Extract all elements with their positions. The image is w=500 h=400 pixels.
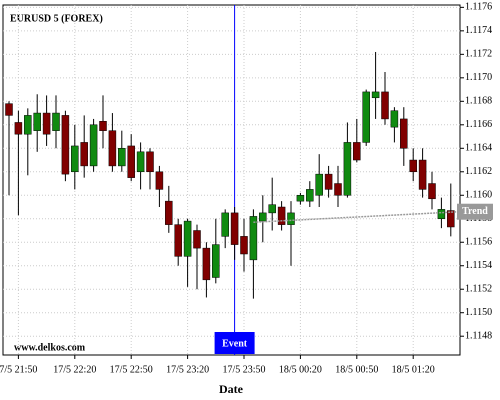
candle-body [183, 220, 192, 257]
y-tick-label: 1.1152 [465, 284, 492, 295]
candle-body [362, 91, 370, 143]
y-tick-label: 1.1160 [465, 190, 492, 201]
x-tick-label: 17/5 23:50 [222, 364, 265, 375]
candle-body [400, 118, 408, 149]
x-tick-label: 17/5 23:20 [166, 364, 209, 375]
candle-body [371, 91, 380, 99]
candle-body [127, 145, 135, 178]
candle-body [437, 209, 446, 220]
candle-body [268, 204, 276, 214]
candle-body [24, 115, 32, 135]
y-tick-label: 1.1172 [465, 49, 492, 60]
y-tick-label: 1.1166 [465, 119, 492, 130]
candle-body [155, 171, 164, 190]
candle-body [315, 173, 323, 196]
candle-body [259, 212, 267, 222]
candle-body [174, 224, 182, 257]
candle-body [306, 189, 314, 202]
y-tick-label: 1.1170 [465, 72, 492, 83]
candle-body [418, 159, 427, 190]
candle-body [296, 195, 305, 202]
candle-body [343, 142, 352, 196]
x-tick-label: 18/5 00:20 [279, 364, 322, 375]
y-tick-label: 1.1156 [465, 237, 492, 248]
candle-body [52, 112, 60, 131]
y-tick-label: 1.1168 [465, 96, 492, 107]
candle-body [71, 145, 79, 173]
y-tick-label: 1.1176 [465, 2, 492, 13]
candle-body [249, 216, 258, 261]
y-tick-label: 1.1162 [465, 166, 492, 177]
event-label-box [214, 332, 255, 354]
candle-body [390, 110, 399, 128]
candle-body [165, 200, 173, 225]
x-tick-label: 18/5 00:50 [335, 364, 378, 375]
candle-body [118, 148, 126, 167]
candle-body [193, 230, 201, 249]
plot-frame [2, 4, 461, 356]
candle-body [202, 247, 211, 281]
candle-body [99, 121, 107, 131]
candle-body [221, 212, 229, 237]
candle-body [277, 206, 286, 225]
y-tick-label: 1.1148 [465, 331, 492, 342]
y-tick-label: 1.1164 [465, 143, 492, 154]
candle-body [428, 183, 436, 200]
candle-body [381, 91, 389, 120]
candle-body [324, 173, 333, 190]
trend-label: Trend [462, 206, 488, 217]
x-tick-label: 7/5 21:50 [0, 364, 37, 375]
y-tick-label: 1.1154 [465, 260, 492, 271]
candle-body [136, 151, 145, 173]
candle-body [80, 142, 88, 167]
candle-body [146, 151, 154, 173]
candle-body [353, 142, 361, 161]
candle-body [33, 112, 41, 131]
candle-body [212, 244, 220, 278]
candle-body [61, 115, 70, 175]
candle-body [447, 210, 455, 228]
x-axis-title: Date [219, 382, 244, 396]
x-tick-label: 17/5 22:20 [53, 364, 96, 375]
candle-body [108, 130, 117, 167]
x-tick-label: 17/5 22:50 [110, 364, 153, 375]
candle-body [5, 103, 13, 116]
candle-body [230, 212, 239, 245]
candle-body [89, 124, 98, 167]
candle-body [42, 112, 51, 135]
x-tick-label: 18/5 01:20 [392, 364, 435, 375]
chart-title: EURUSD 5 (FOREX) [10, 13, 103, 24]
trend-line [253, 210, 461, 224]
candle-body [14, 122, 23, 135]
trend-label-box [457, 203, 493, 220]
candle-body [334, 183, 342, 196]
y-tick-label: 1.1174 [465, 25, 492, 36]
y-tick-label: 1.1150 [465, 307, 492, 318]
event-label: Event [222, 338, 248, 349]
candle-body [409, 159, 417, 173]
watermark: www.delkos.com [14, 342, 86, 353]
candle-body [240, 236, 248, 255]
candle-body [287, 212, 295, 225]
